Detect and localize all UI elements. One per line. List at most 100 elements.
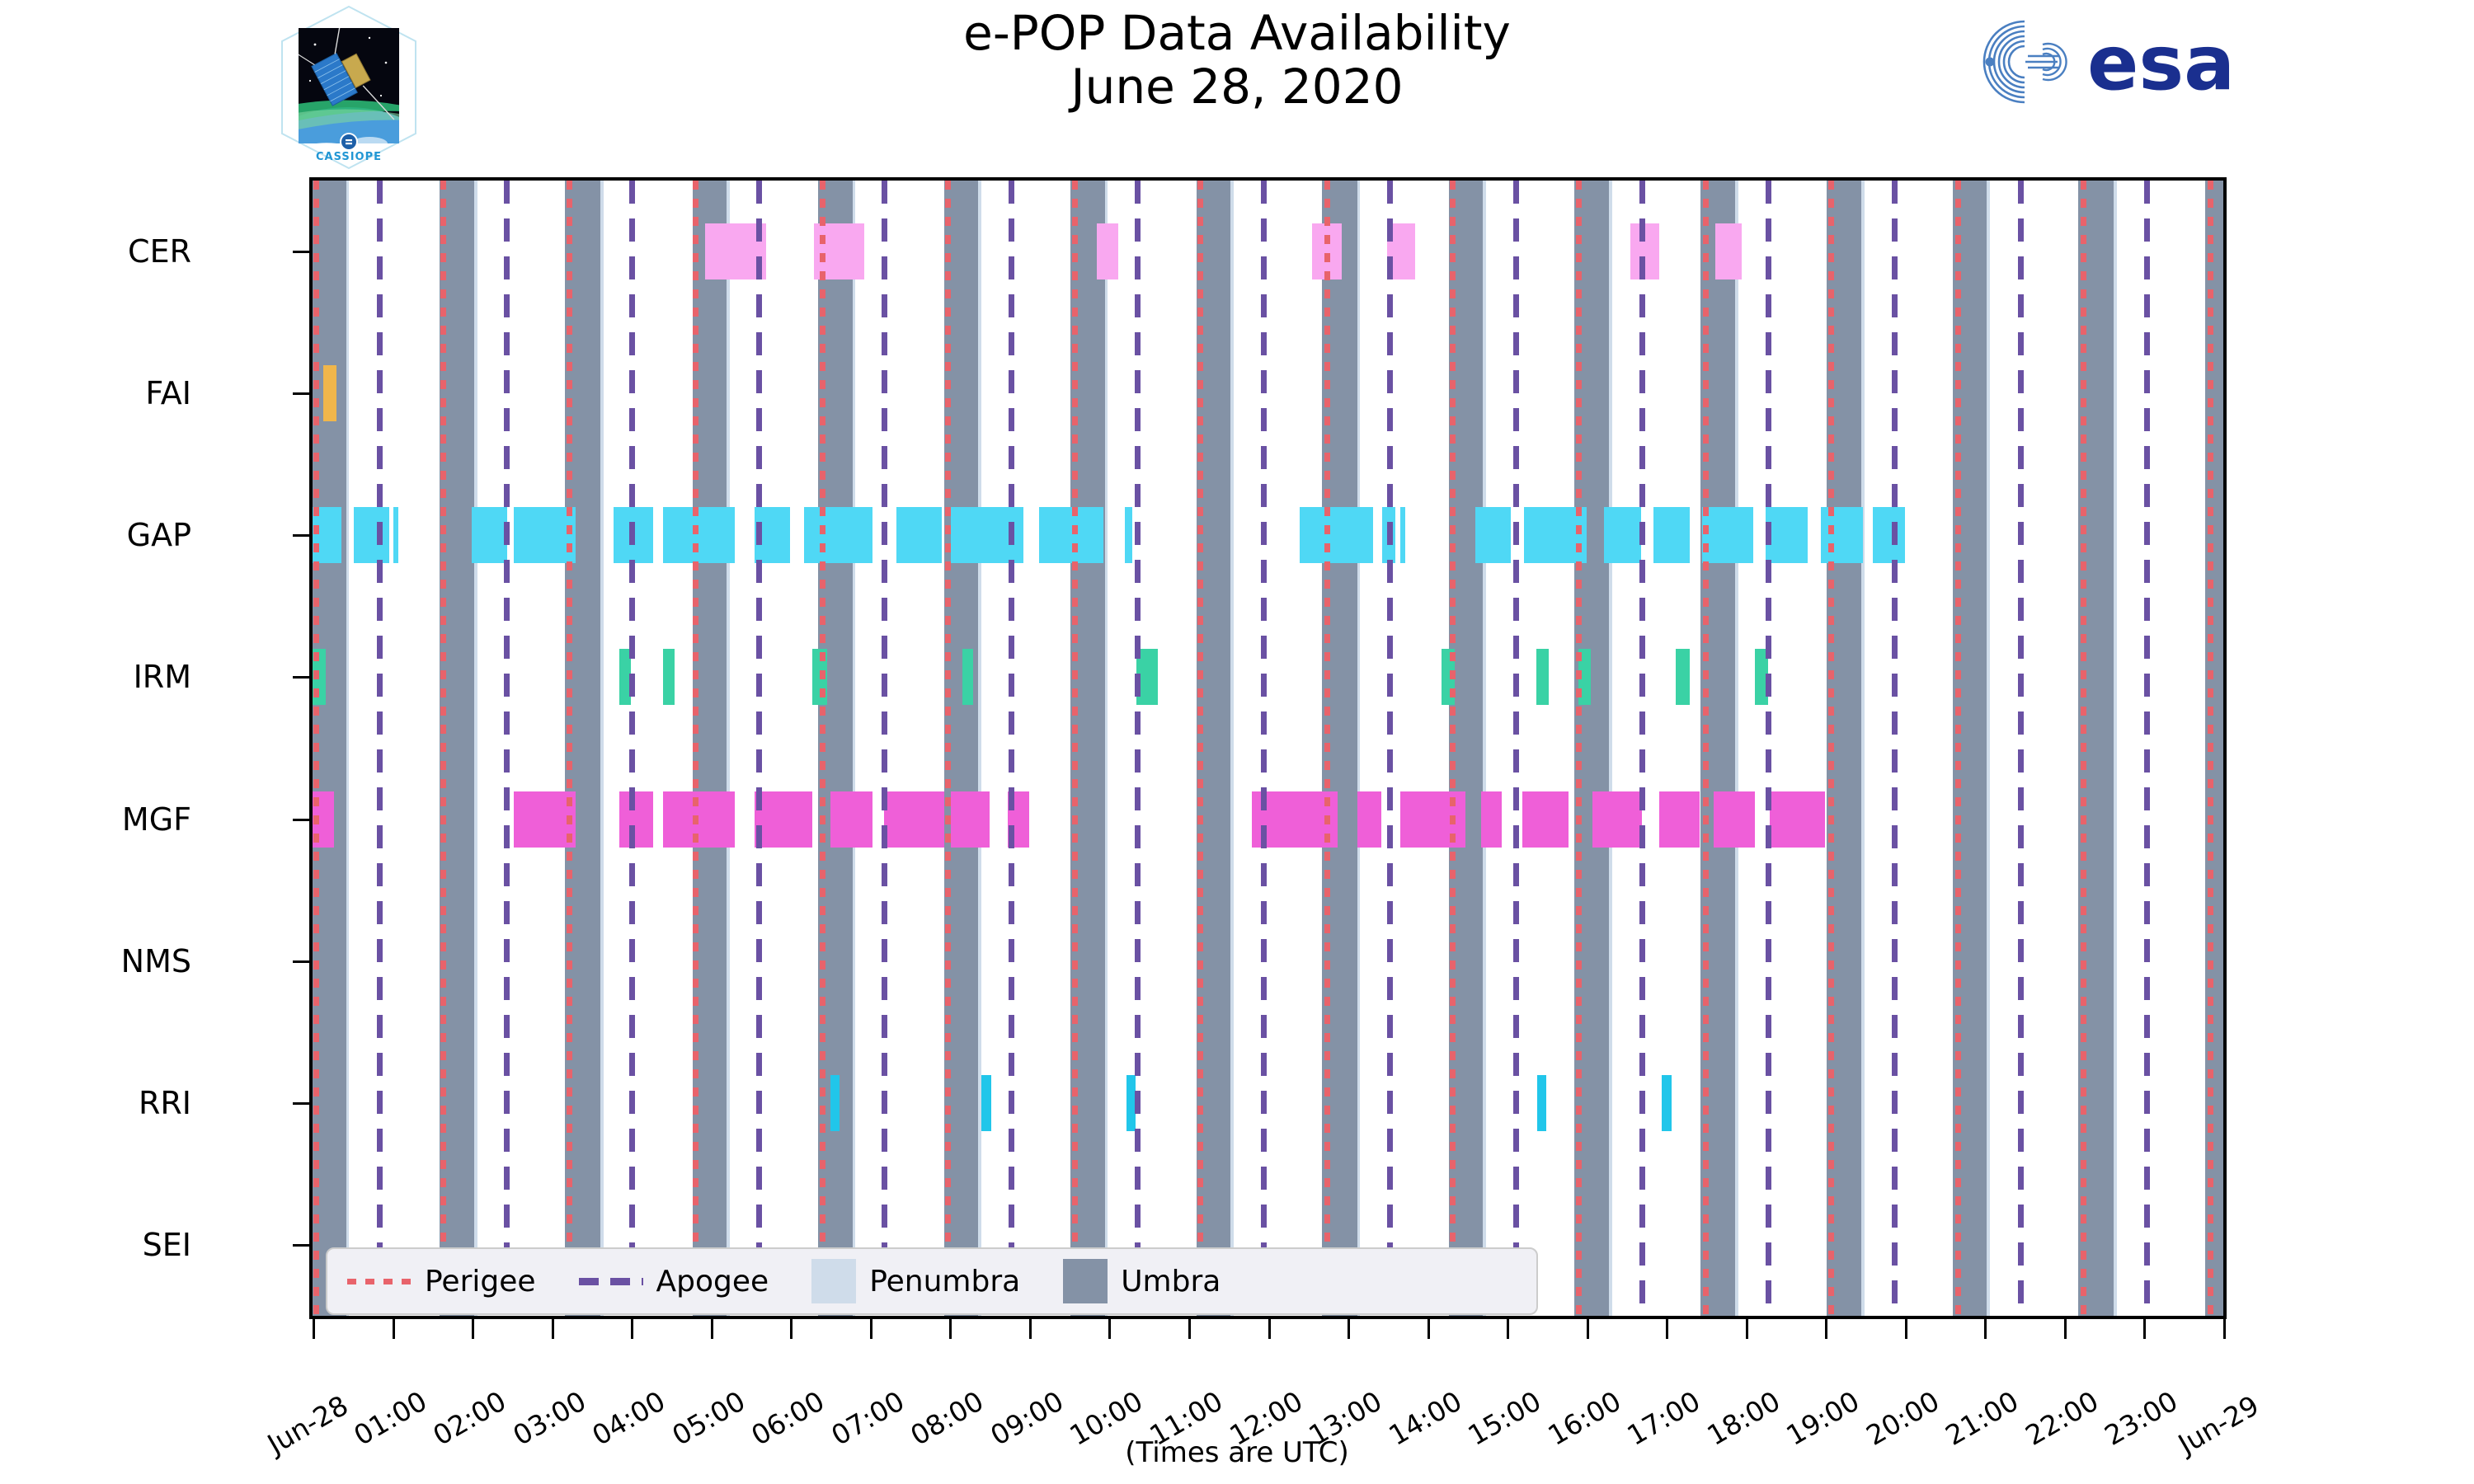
data-bar-mgf [754,791,813,848]
x-tick-mark [1745,1319,1748,1339]
x-tick-mark [2063,1319,2067,1339]
data-bar-gap [1475,507,1511,564]
apogee-marker [1512,181,1519,1316]
data-bar-gap [1653,507,1691,564]
data-bar-mgf [1357,791,1381,848]
y-tick-label-gap: GAP [126,517,191,554]
data-bar-gap [803,507,872,564]
data-bar-mgf [618,791,654,848]
legend-item-penumbra: Penumbra [811,1259,1020,1303]
data-bar-gap [1603,507,1642,564]
x-tick-mark [1666,1319,1669,1339]
perigee-marker [313,181,319,1316]
legend-label-umbra: Umbra [1121,1264,1221,1298]
y-tick-mark [293,960,309,963]
data-bar-gap [896,507,942,564]
data-bar-rri [830,1074,840,1131]
data-bar-gap [1821,507,1863,564]
x-tick-mark [1427,1319,1430,1339]
cassiope-logo: CASSIOPE [277,5,421,170]
plot-area [313,181,2223,1316]
data-bar-irm [1675,649,1691,706]
y-tick-mark [293,1243,309,1247]
penumbra-swatch-icon [811,1259,857,1303]
y-tick-mark [293,676,309,679]
y-tick-label-cer: CER [128,233,191,270]
data-bar-mgf [830,791,872,848]
perigee-marker [1450,181,1456,1316]
apogee-marker [2144,181,2151,1316]
data-bar-irm [962,649,974,706]
perigee-marker [2081,181,2087,1316]
data-bar-rri [981,1074,991,1131]
data-bar-fai [322,365,336,422]
data-bar-irm [1755,649,1768,706]
data-bar-mgf [1714,791,1756,848]
legend-item-perigee: Perigee [347,1265,536,1298]
x-tick-mark [551,1319,554,1339]
perigee-marker [440,181,447,1316]
apogee-marker [629,181,636,1316]
apogee-marker [1135,181,1141,1316]
y-tick-mark [293,818,309,821]
cassiope-logo-graphic: CASSIOPE [281,5,416,170]
data-bar-mgf [1481,791,1503,848]
x-tick-mark [631,1319,634,1339]
y-tick-mark [293,392,309,396]
perigee-marker [693,181,699,1316]
perigee-line-icon [347,1278,412,1284]
y-tick-label-mgf: MGF [121,801,191,838]
page-header: CASSIOPE e-POP Data Availability June 28… [0,0,2474,177]
data-bar-gap [1039,507,1103,564]
penumbra-band [600,181,604,1316]
perigee-marker [1071,181,1078,1316]
perigee-marker [1576,181,1582,1316]
page-title: e-POP Data Availability June 28, 2020 [627,7,1847,114]
data-bar-gap [354,507,389,564]
legend-item-apogee: Apogee [578,1265,769,1298]
penumbra-band [978,181,981,1316]
data-bar-mgf [951,791,990,848]
apogee-marker [1765,181,1771,1316]
perigee-marker [819,181,825,1316]
data-bar-rri [1126,1074,1136,1131]
x-tick-mark [1825,1319,1828,1339]
y-tick-label-rri: RRI [138,1084,191,1121]
x-axis-title: (Times are UTC) [1125,1436,1349,1469]
y-tick-mark [293,251,309,254]
x-tick-mark [1188,1319,1191,1339]
esa-wordmark: esa [2087,19,2235,107]
x-tick-mark [2143,1319,2147,1339]
apogee-line-icon [578,1277,643,1285]
legend-label-perigee: Perigee [425,1264,536,1298]
x-tick-mark [710,1319,713,1339]
apogee-marker [755,181,762,1316]
apogee-marker [1260,181,1267,1316]
title-line-date: June 28, 2020 [1070,58,1404,115]
perigee-marker [945,181,952,1316]
apogee-marker [882,181,888,1316]
data-bar-gap [1765,507,1808,564]
title-line-main: e-POP Data Availability [963,5,1511,61]
penumbra-band [727,181,730,1316]
data-bar-mgf [1659,791,1700,848]
apogee-marker [1639,181,1646,1316]
perigee-marker [1954,181,1961,1316]
penumbra-band [1483,181,1487,1316]
data-bar-mgf [1592,791,1643,848]
penumbra-band [1860,181,1865,1316]
x-tick-mark [949,1319,952,1339]
data-bar-irm [618,649,632,706]
x-tick-mark [392,1319,395,1339]
legend-item-umbra: Umbra [1063,1259,1221,1303]
data-bar-mgf [1769,791,1826,848]
perigee-marker [2207,181,2213,1316]
data-bar-gap [472,507,507,564]
data-bar-rri [1662,1074,1672,1131]
y-tick-label-nms: NMS [120,942,191,979]
x-tick-mark [1268,1319,1271,1339]
data-bar-irm [662,649,675,706]
y-tick-mark [293,1101,309,1105]
penumbra-band [1608,181,1612,1316]
chart-legend: Perigee Apogee Penumbra Umbra [326,1247,1538,1315]
